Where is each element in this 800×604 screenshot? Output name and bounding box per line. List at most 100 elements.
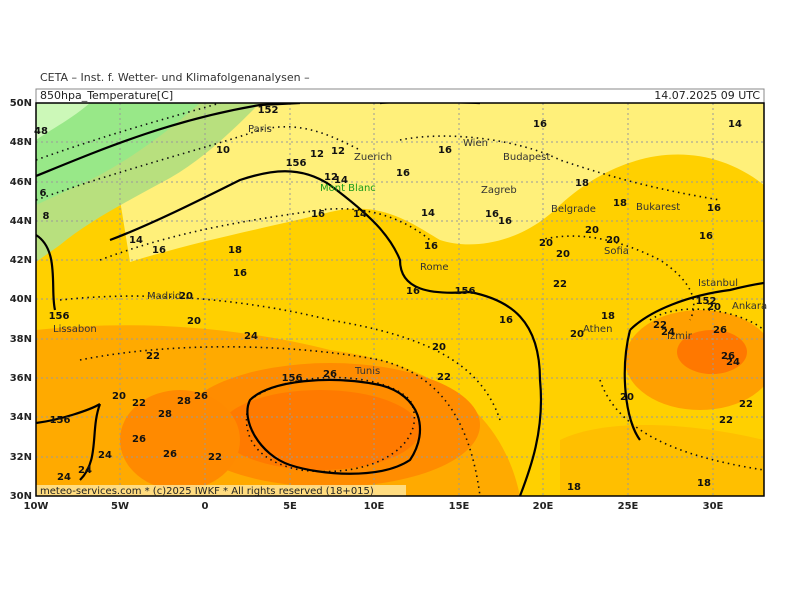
x-tick-label: 10W	[24, 501, 49, 512]
city-label: Budapest	[503, 152, 550, 163]
contour-label: 156	[455, 286, 476, 297]
contour-label: 48	[34, 126, 48, 137]
contour-label: 24	[661, 327, 675, 338]
contour-label: 20	[606, 235, 620, 246]
contour-label: 8	[43, 211, 50, 222]
contour-label: 10	[216, 145, 230, 156]
contour-label: 22	[132, 398, 146, 409]
city-label: Madrid	[147, 291, 181, 302]
contour-label: 22	[553, 279, 567, 290]
contour-label: 16	[311, 209, 325, 220]
city-label: Sofia	[604, 246, 629, 257]
contour-label: 14	[129, 235, 143, 246]
institute: CETA – Inst. f. Wetter- und Klimafolgena…	[40, 71, 310, 84]
contour-label: 22	[719, 415, 733, 426]
y-tick-label: 34N	[10, 412, 32, 423]
contour-label: 6	[40, 188, 47, 199]
contour-label: 16	[485, 209, 499, 220]
contour-label: 16	[699, 231, 713, 242]
y-tick-label: 38N	[10, 334, 32, 345]
contour-label: 20	[707, 302, 721, 313]
city-label: Zagreb	[481, 185, 517, 196]
contour-label: 26	[194, 391, 208, 402]
contour-label: 152	[258, 105, 279, 116]
contour-label: 12	[310, 149, 324, 160]
city-label: Athen	[583, 324, 612, 335]
contour-label: 18	[228, 245, 242, 256]
city-label: Bukarest	[636, 202, 680, 213]
city-label: Rome	[420, 262, 449, 273]
x-tick-label: 30E	[703, 501, 724, 512]
contour-label: 16	[707, 203, 721, 214]
contour-label: 16	[233, 268, 247, 279]
contour-label: 16	[152, 245, 166, 256]
contour-label: 16	[533, 119, 547, 130]
y-tick-label: 44N	[10, 216, 32, 227]
contour-label: 20	[556, 249, 570, 260]
city-label: Lissabon	[53, 324, 97, 335]
contour-label: 20	[179, 291, 193, 302]
contour-label: 16	[438, 145, 452, 156]
contour-label: 20	[585, 225, 599, 236]
contour-label: 16	[396, 168, 410, 179]
isotherms	[36, 103, 764, 496]
city-label: Izmir	[667, 331, 693, 342]
contour-label: 14	[353, 209, 367, 220]
contour-label: 18	[697, 478, 711, 489]
y-tick-label: 32N	[10, 452, 32, 463]
contour-label: 28	[158, 409, 172, 420]
city-label: Istanbul	[698, 278, 738, 289]
contour-label: 156	[50, 415, 71, 426]
contour-label: 26	[323, 369, 337, 380]
contour-label: 24	[98, 450, 112, 461]
contour-label: 16	[498, 216, 512, 227]
city-label: Mont Blanc	[320, 183, 376, 194]
contour-label: 24	[244, 331, 258, 342]
contour-label: 22	[437, 372, 451, 383]
contour-label: 26	[163, 449, 177, 460]
y-tick-label: 50N	[10, 98, 32, 109]
contour-label: 156	[286, 158, 307, 169]
contour-label: 20	[187, 316, 201, 327]
contour-label: 16	[406, 286, 420, 297]
city-label: Wien	[463, 138, 488, 149]
city-label: Ankara	[732, 301, 767, 312]
contour-label: 16	[499, 315, 513, 326]
contour-label: 18	[613, 198, 627, 209]
contour-label: 156	[282, 373, 303, 384]
y-tick-label: 30N	[10, 491, 32, 502]
contour-label: 14	[728, 119, 742, 130]
contour-label: 20	[432, 342, 446, 353]
x-tick-label: 10E	[364, 501, 385, 512]
contour-label: 28	[177, 396, 191, 407]
contour-label: 156	[49, 311, 70, 322]
x-tick-label: 20E	[533, 501, 554, 512]
y-tick-label: 36N	[10, 373, 32, 384]
contour-label: 22	[146, 351, 160, 362]
contour-label: 26	[713, 325, 727, 336]
city-label: Tunis	[354, 366, 380, 377]
x-tick-label: 5E	[283, 501, 297, 512]
map-field	[36, 103, 764, 496]
contour-label: 24	[726, 357, 740, 368]
x-tick-label: 0	[202, 501, 209, 512]
contour-label: 12	[331, 146, 345, 157]
contour-label: 16	[424, 241, 438, 252]
city-labels: Paris Zuerich Wien Budapest Mont Blanc Zagreb…	[53, 124, 767, 377]
contour-label: 22	[653, 320, 667, 331]
datetime: 14.07.2025 09 UTC	[654, 89, 760, 102]
city-label: Belgrade	[551, 204, 596, 215]
y-axis: 50N 48N 46N 44N 42N 40N 38N 36N 34N 32N …	[10, 98, 32, 502]
contour-label: 152	[696, 296, 717, 307]
y-tick-label: 42N	[10, 255, 32, 266]
contour-label: 26	[132, 434, 146, 445]
contour-label: 24	[57, 472, 71, 483]
y-tick-label: 40N	[10, 294, 32, 305]
footer: meteo-services.com * (c)2025 IWKF * All …	[40, 486, 374, 497]
x-axis: 10W 5W 0 5E 10E 15E 20E 25E 30E	[24, 501, 724, 512]
contour-label: 18	[601, 311, 615, 322]
x-tick-label: 15E	[449, 501, 470, 512]
y-tick-label: 48N	[10, 137, 32, 148]
